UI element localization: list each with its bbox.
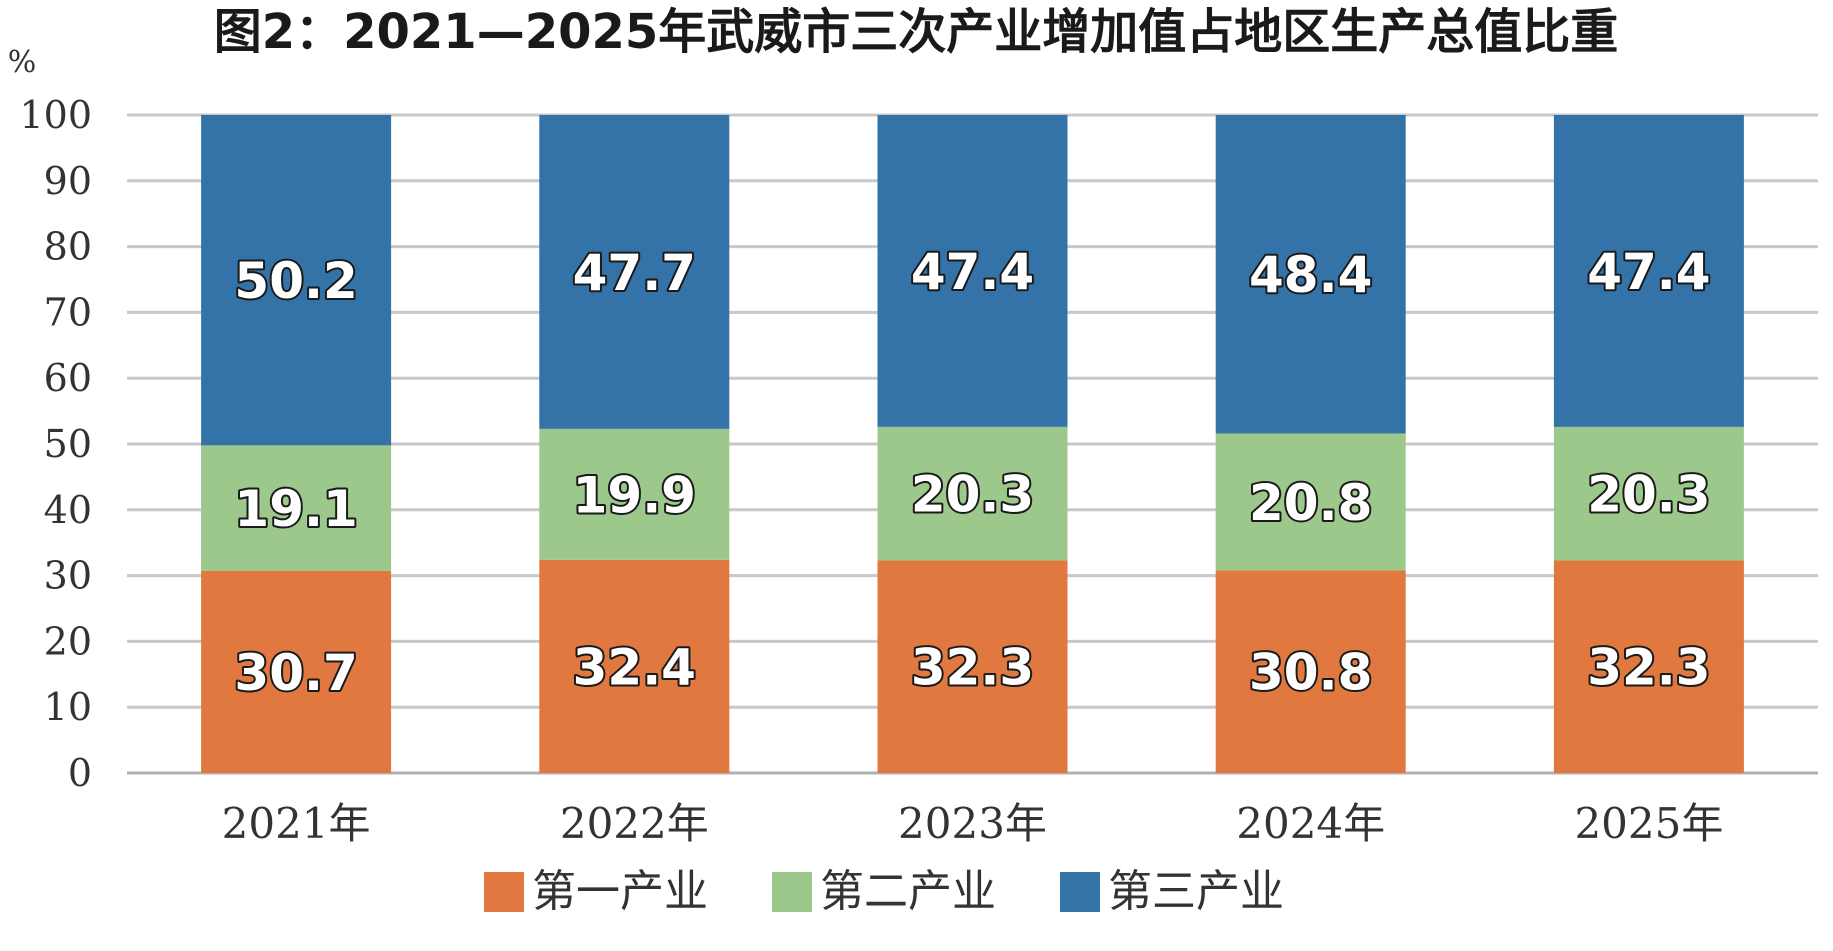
data-label: 50.2 — [234, 252, 357, 310]
y-tick-label: 60 — [44, 356, 92, 400]
data-label: 32.3 — [911, 639, 1034, 697]
bar-segment-2-5 — [1553, 426, 1744, 561]
data-label: 20.3 — [1587, 466, 1710, 524]
y-tick-label: 20 — [44, 619, 92, 663]
y-tick-label: 80 — [44, 225, 92, 269]
bars — [201, 115, 1744, 773]
data-label: 30.7 — [234, 644, 357, 702]
bar-segment-3-3 — [877, 115, 1068, 427]
bar-segment-2-1 — [201, 445, 392, 571]
x-tick-label: 2025年 — [1574, 799, 1723, 848]
legend-label: 第一产业 — [532, 866, 708, 917]
legend: 第一产业 第二产业 第三产业 — [484, 866, 1284, 917]
y-tick-label: 30 — [44, 554, 92, 598]
x-tick-label: 2024年 — [1236, 799, 1385, 848]
bar-segment-2-2 — [539, 428, 730, 560]
legend-label: 第二产业 — [820, 866, 996, 917]
data-label: 19.9 — [573, 466, 696, 524]
x-tick-label: 2021年 — [222, 799, 371, 848]
y-tick-label: 70 — [44, 290, 92, 334]
data-label: 19.1 — [234, 480, 357, 538]
y-tick-label: 0 — [68, 751, 92, 795]
data-labels: 30.7 19.1 50.2 32.4 19.9 47.7 32.3 20.3 47.4 30.8… — [232, 241, 1712, 704]
bar-segment-3-4 — [1215, 115, 1406, 434]
y-tick-label: 50 — [44, 422, 92, 466]
data-label: 20.8 — [1249, 474, 1372, 532]
chart-title: 图2：2021—2025年武威市三次产业增加值占地区生产总值比重 — [214, 4, 1619, 60]
legend-label: 第三产业 — [1108, 866, 1284, 917]
bar-segment-3-1 — [201, 115, 392, 446]
x-axis-ticks: 2021年 2022年 2023年 2024年 2025年 — [222, 799, 1724, 848]
y-tick-label: 100 — [19, 93, 92, 137]
data-label: 48.4 — [1249, 246, 1372, 304]
bar-segment-2-3 — [877, 426, 1068, 561]
y-tick-label: 40 — [44, 488, 92, 532]
legend-swatch — [1060, 872, 1100, 912]
data-label: 32.4 — [573, 638, 696, 696]
bar-segment-1-4 — [1215, 570, 1406, 773]
bar-segment-3-2 — [539, 115, 730, 429]
legend-swatch — [484, 872, 524, 912]
y-tick-label: 10 — [44, 685, 92, 729]
x-tick-label: 2023年 — [898, 799, 1047, 848]
bar-segment-1-2 — [539, 559, 730, 773]
data-label: 30.8 — [1249, 644, 1372, 702]
bar-segment-3-5 — [1553, 115, 1744, 427]
data-label: 47.4 — [911, 243, 1034, 301]
y-axis-unit: % — [8, 45, 37, 80]
data-label: 20.3 — [911, 466, 1034, 524]
data-label: 32.3 — [1587, 639, 1710, 697]
data-label: 47.7 — [573, 244, 696, 302]
y-axis-ticks: 0 10 20 30 40 50 60 70 80 90 100 — [19, 93, 92, 795]
data-label: 47.4 — [1587, 243, 1710, 301]
y-tick-label: 90 — [44, 159, 92, 203]
bar-segment-1-5 — [1553, 560, 1744, 773]
bar-segment-1-1 — [201, 570, 392, 773]
legend-swatch — [772, 872, 812, 912]
bar-segment-1-3 — [877, 560, 1068, 773]
bar-segment-2-4 — [1215, 433, 1406, 571]
x-tick-label: 2022年 — [560, 799, 709, 848]
